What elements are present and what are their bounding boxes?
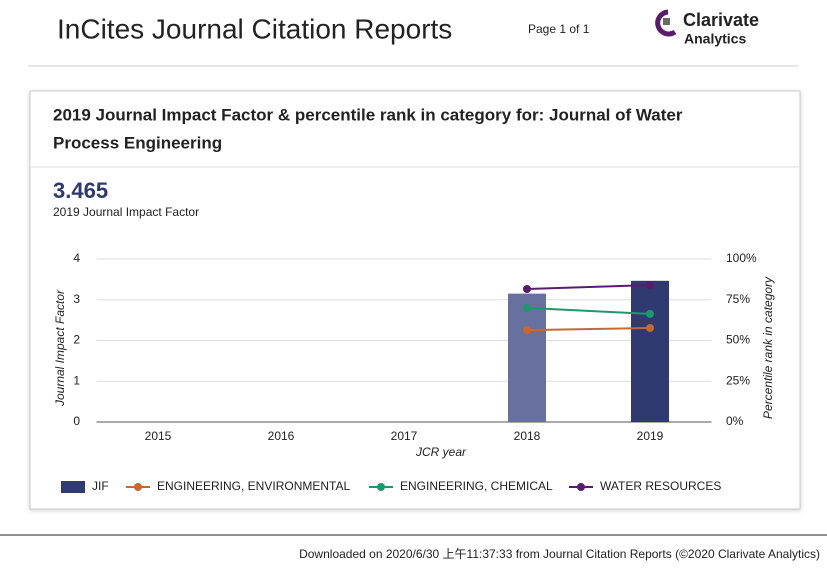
y2-tick-label: 100% bbox=[726, 251, 757, 265]
point bbox=[523, 284, 531, 293]
jif-value: 3.465 bbox=[53, 178, 108, 203]
logo: Clarivate Analytics bbox=[655, 9, 759, 47]
y-axis-label: Journal Impact Factor bbox=[53, 289, 67, 407]
point bbox=[646, 309, 654, 318]
jif-label: 2019 Journal Impact Factor bbox=[53, 205, 199, 219]
legend-label: ENGINEERING, ENVIRONMENTAL bbox=[157, 479, 350, 493]
point bbox=[646, 323, 654, 332]
legend-swatch bbox=[577, 483, 585, 491]
legend-swatch bbox=[134, 483, 142, 491]
y-tick-label: 1 bbox=[73, 373, 80, 387]
bar bbox=[508, 293, 546, 422]
y-tick-label: 0 bbox=[73, 414, 80, 428]
legend-swatch bbox=[61, 481, 85, 493]
line bbox=[526, 326, 651, 332]
y2-tick-label: 50% bbox=[726, 333, 750, 347]
x-tick-label: 2017 bbox=[391, 429, 418, 443]
footer-text: Downloaded on 2020/6/30 上午11:37:33 from … bbox=[299, 547, 820, 561]
card-title: 2019 Journal Impact Factor & percentile … bbox=[53, 105, 683, 124]
y-tick-label: 4 bbox=[73, 251, 80, 265]
page-number: Page 1 of 1 bbox=[528, 22, 590, 36]
report-title: InCites Journal Citation Reports bbox=[57, 13, 452, 44]
line bbox=[526, 306, 651, 315]
y-tick-label: 3 bbox=[73, 292, 80, 306]
y2-tick-label: 25% bbox=[726, 373, 750, 387]
card-title: Process Engineering bbox=[53, 133, 222, 152]
y2-tick-label: 75% bbox=[726, 292, 750, 306]
legend-label: JIF bbox=[92, 479, 109, 493]
bar bbox=[631, 280, 669, 422]
x-tick-label: 2016 bbox=[268, 429, 295, 443]
logo-icon bbox=[663, 18, 670, 25]
x-tick-label: 2015 bbox=[145, 429, 172, 443]
legend-label: WATER RESOURCES bbox=[600, 479, 721, 493]
point bbox=[523, 303, 531, 312]
point bbox=[523, 326, 531, 335]
x-tick-label: 2018 bbox=[514, 429, 541, 443]
legend-swatch bbox=[377, 483, 385, 491]
point bbox=[646, 281, 654, 290]
line bbox=[526, 284, 651, 290]
logo-name: Clarivate bbox=[683, 10, 759, 30]
logo-sub: Analytics bbox=[684, 31, 746, 47]
x-axis-label: JCR year bbox=[415, 445, 467, 459]
y-tick-label: 2 bbox=[73, 333, 80, 347]
y2-axis-label: Percentile rank in category bbox=[761, 276, 775, 419]
logo-icon bbox=[655, 9, 677, 37]
y2-tick-label: 0% bbox=[726, 414, 744, 428]
legend-label: ENGINEERING, CHEMICAL bbox=[400, 479, 553, 493]
x-tick-label: 2019 bbox=[637, 429, 664, 443]
